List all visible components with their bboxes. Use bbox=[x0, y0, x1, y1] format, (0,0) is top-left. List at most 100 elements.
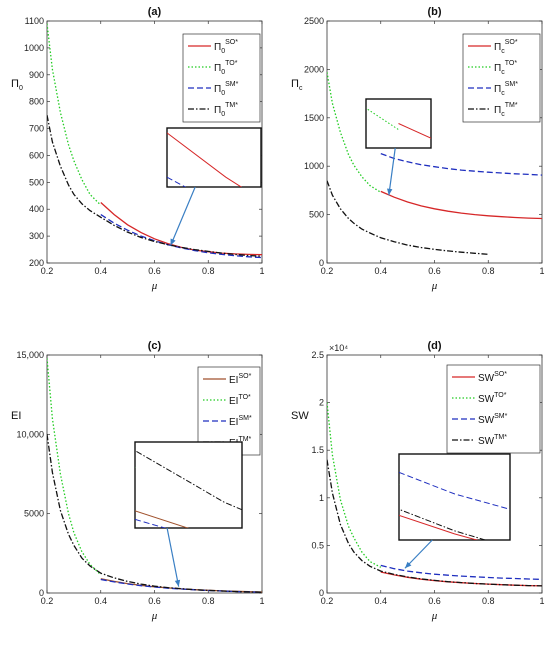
legend-entry-base: SW bbox=[478, 415, 495, 426]
x-tick-label: 0.6 bbox=[148, 596, 161, 606]
legend-entry: EISM* bbox=[229, 415, 252, 428]
y-tick-label: 0 bbox=[319, 588, 324, 598]
series-line-3 bbox=[327, 459, 542, 587]
y-tick-label: 600 bbox=[29, 150, 44, 160]
x-tick-label: 0.2 bbox=[321, 596, 334, 606]
inset-frame bbox=[166, 127, 262, 188]
x-tick-label: 1 bbox=[259, 596, 264, 606]
x-tick-label: 0.2 bbox=[41, 596, 54, 606]
y-tick-label: 10,000 bbox=[16, 429, 44, 439]
y-axis-label: SW bbox=[291, 410, 309, 422]
legend-entry-sup: TM* bbox=[225, 102, 238, 109]
legend-entry-sup: TM* bbox=[238, 436, 251, 443]
y-axis-label-base: SW bbox=[291, 410, 309, 422]
legend-entry-sup: SM* bbox=[505, 81, 519, 88]
y-tick-label: 2500 bbox=[304, 16, 324, 26]
legend-entry: SWSO* bbox=[478, 371, 507, 384]
series-line-0 bbox=[100, 578, 262, 593]
legend-entry-sup: TM* bbox=[505, 102, 518, 109]
legend-entry-sub: 0 bbox=[221, 90, 225, 97]
x-tick-label: 0.4 bbox=[374, 266, 387, 276]
y-tick-label: 0.5 bbox=[311, 540, 324, 550]
panel-title: (b) bbox=[427, 6, 441, 18]
inset-arrow-head bbox=[174, 579, 181, 587]
legend-entry-sup: SM* bbox=[494, 413, 508, 420]
legend-entry-base: SW bbox=[478, 436, 495, 447]
series-line-2 bbox=[380, 564, 542, 581]
y-tick-label: 0 bbox=[39, 588, 44, 598]
y-tick-label: 300 bbox=[29, 231, 44, 241]
legend-entry-sup: SO* bbox=[225, 39, 238, 46]
y-tick-label: 15,000 bbox=[16, 350, 44, 360]
series-line-3 bbox=[47, 434, 262, 593]
y-tick-label: 0 bbox=[319, 258, 324, 268]
inset-series-1 bbox=[135, 466, 136, 468]
y-axis-label-sub: c bbox=[299, 85, 303, 92]
legend-entry: SWTO* bbox=[478, 392, 507, 405]
legend-entry-sup: TM* bbox=[494, 434, 507, 441]
panel-title: (c) bbox=[148, 340, 162, 352]
series-line-0 bbox=[100, 202, 262, 256]
panel-a: (a) 0.2 0.4 0.6 0.8 1 200 300 400 500 600 700 800 900… bbox=[11, 6, 265, 292]
x-tick-label: 0.8 bbox=[202, 596, 215, 606]
panel-d: (d)0.2 0.4 0.6 0.8 100.511.522.5×10⁴μSWSWSO*… bbox=[291, 340, 545, 622]
legend-entry-base: Π bbox=[214, 105, 221, 116]
legend-entry-sup: SO* bbox=[494, 371, 507, 378]
y-axis-label-sub: 0 bbox=[19, 85, 23, 92]
legend-entry: ΠcTO* bbox=[494, 60, 517, 76]
legend-entry: Π0TM* bbox=[214, 102, 238, 118]
series-line-2 bbox=[100, 214, 262, 259]
series-line-3 bbox=[47, 114, 262, 257]
legend-entry-sup: SM* bbox=[225, 81, 239, 88]
x-tick-label: 0.2 bbox=[321, 266, 334, 276]
x-tick-label: 0.6 bbox=[428, 266, 441, 276]
legend-entry-sup: TO* bbox=[238, 394, 251, 401]
y-exponent-label: ×10⁴ bbox=[329, 343, 348, 353]
x-tick-label: 0.4 bbox=[374, 596, 387, 606]
legend-entry-sub: c bbox=[501, 48, 505, 55]
legend-entry-base: Π bbox=[494, 63, 501, 74]
legend-entry-sub: 0 bbox=[221, 111, 225, 118]
legend-entry-sup: TO* bbox=[505, 60, 518, 67]
inset-frame bbox=[398, 453, 511, 541]
series-line-0 bbox=[380, 190, 542, 220]
series-line-2 bbox=[380, 152, 542, 176]
inset-series-0 bbox=[398, 123, 431, 139]
legend-entry-sup: TO* bbox=[494, 392, 507, 399]
series-line-1 bbox=[47, 23, 102, 206]
legend-entry-sub: 0 bbox=[221, 69, 225, 76]
legend-entry-base: Π bbox=[494, 42, 501, 53]
y-tick-label: 2000 bbox=[304, 64, 324, 74]
legend-entry: ΠcSO* bbox=[494, 39, 518, 55]
legend-entry-base: EI bbox=[229, 417, 238, 428]
y-axis-label-base: EI bbox=[11, 410, 21, 422]
y-tick-label: 200 bbox=[29, 258, 44, 268]
inset-series-2 bbox=[167, 176, 187, 187]
x-tick-label: 0.6 bbox=[428, 596, 441, 606]
legend-entry: Π0SO* bbox=[214, 39, 238, 55]
y-axis-label: EI bbox=[11, 410, 21, 422]
y-tick-label: 1000 bbox=[304, 161, 324, 171]
series-line-1 bbox=[327, 402, 382, 568]
x-tick-label: 0.8 bbox=[482, 266, 495, 276]
x-tick-label: 0.4 bbox=[94, 266, 107, 276]
y-tick-label: 900 bbox=[29, 70, 44, 80]
inset-series-2 bbox=[399, 0, 550, 21]
legend-entry: EISO* bbox=[229, 373, 252, 386]
legend-entry-base: EI bbox=[229, 396, 238, 407]
legend-entry-base: SW bbox=[478, 394, 495, 405]
y-axis-label-base: Π bbox=[11, 78, 19, 90]
legend-entry-base: Π bbox=[494, 84, 501, 95]
legend-entry: SWSM* bbox=[478, 413, 508, 426]
y-tick-label: 1000 bbox=[24, 43, 44, 53]
x-axis-label: μ bbox=[431, 280, 438, 292]
inset-arrow bbox=[388, 147, 396, 196]
legend-entry: ΠcTM* bbox=[494, 102, 518, 118]
legend-entry-base: Π bbox=[214, 42, 221, 53]
legend-entry-sup: SO* bbox=[505, 39, 518, 46]
legend-entry-base: Π bbox=[214, 63, 221, 74]
inset-arrow bbox=[170, 186, 196, 246]
y-tick-label: 5000 bbox=[24, 509, 44, 519]
